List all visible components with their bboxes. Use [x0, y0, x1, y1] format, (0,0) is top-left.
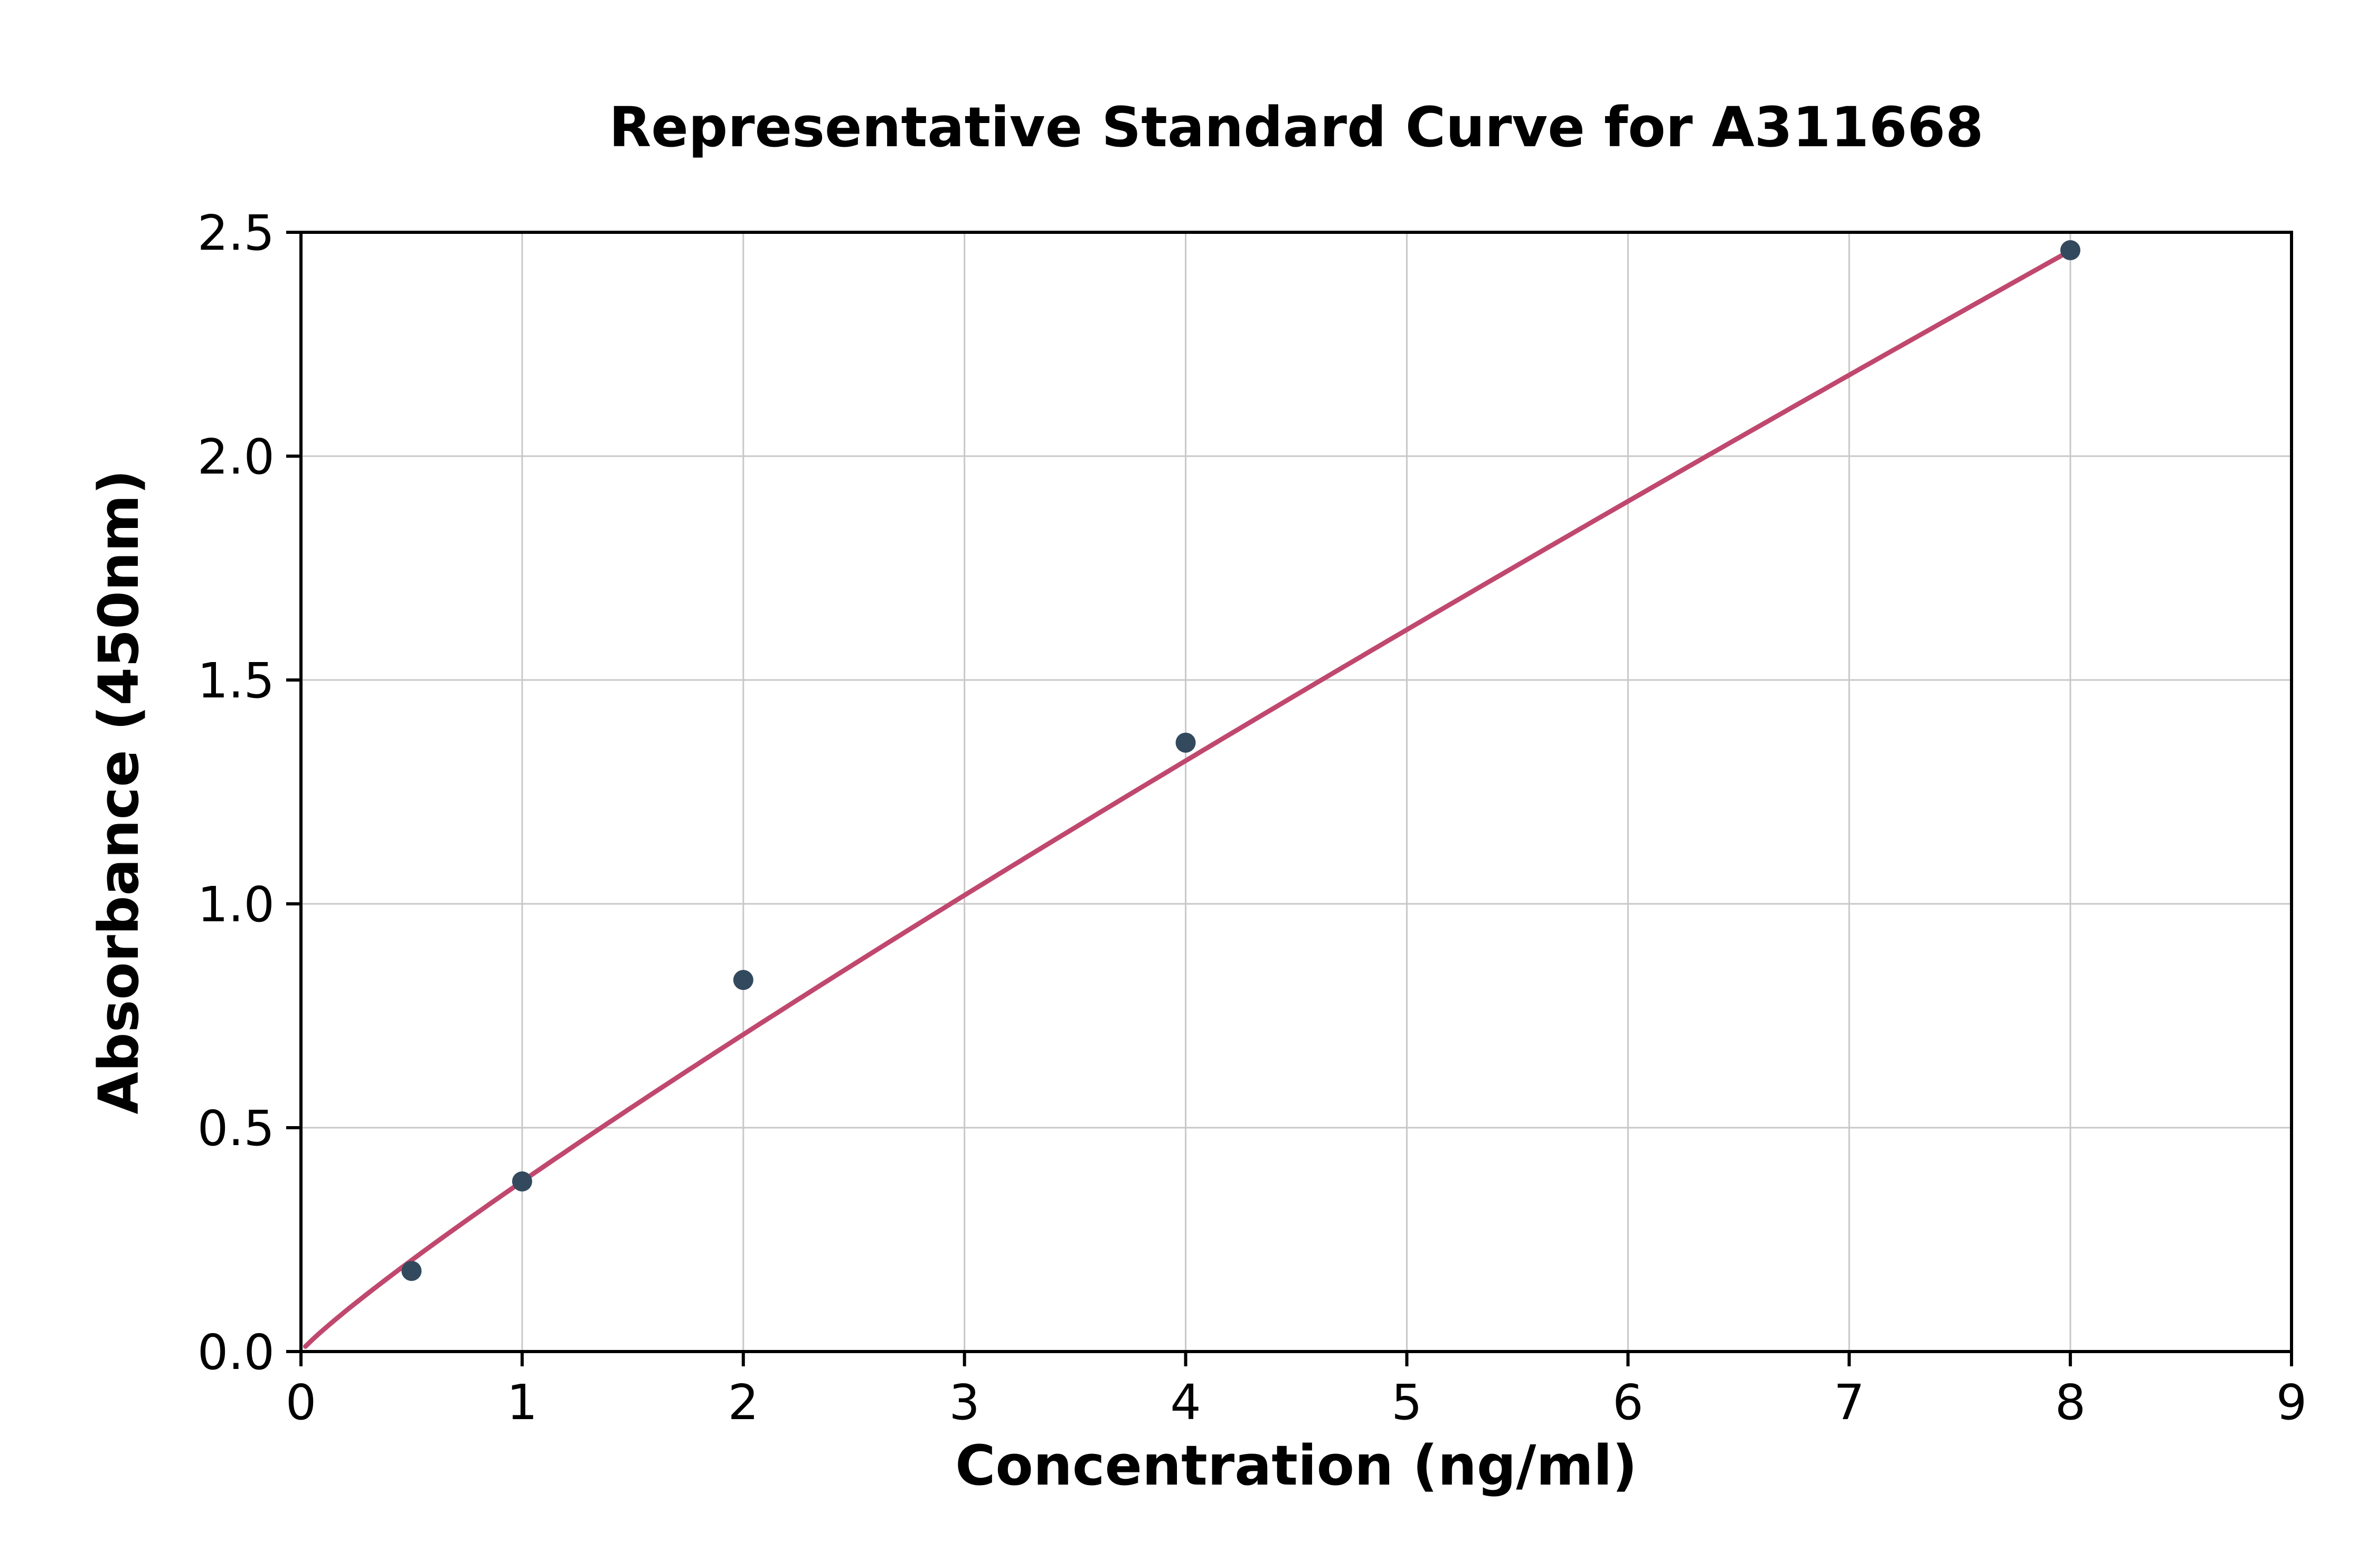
x-tick-label: 1	[507, 1374, 538, 1431]
x-tick-label: 8	[2055, 1374, 2086, 1431]
chart-title: Representative Standard Curve for A31166…	[609, 95, 1984, 159]
y-tick-label: 2.0	[197, 429, 275, 485]
y-tick-label: 2.5	[197, 205, 275, 261]
y-tick-label: 0.0	[197, 1324, 275, 1381]
y-axis-label: Absorbance (450nm)	[87, 469, 151, 1114]
data-point	[512, 1171, 532, 1192]
y-tick-label: 1.5	[197, 653, 275, 709]
x-tick-label: 5	[1391, 1374, 1422, 1431]
x-tick-label: 2	[728, 1374, 759, 1431]
data-point	[733, 970, 753, 990]
x-axis-label: Concentration (ng/ml)	[955, 1433, 1637, 1498]
x-tick-label: 6	[1613, 1374, 1644, 1431]
x-tick-label: 4	[1170, 1374, 1201, 1431]
x-tick-label: 0	[286, 1374, 317, 1431]
fit-curve	[303, 248, 2073, 1349]
x-tick-label: 9	[2276, 1374, 2307, 1431]
x-tick-label: 3	[949, 1374, 980, 1431]
y-tick-label: 0.5	[197, 1100, 275, 1157]
data-point	[2060, 240, 2081, 260]
plot-border	[299, 231, 2293, 1353]
data-point	[401, 1261, 422, 1281]
y-tick-label: 1.0	[197, 876, 275, 933]
x-tick-label: 7	[1834, 1374, 1865, 1431]
data-point	[1175, 732, 1196, 753]
